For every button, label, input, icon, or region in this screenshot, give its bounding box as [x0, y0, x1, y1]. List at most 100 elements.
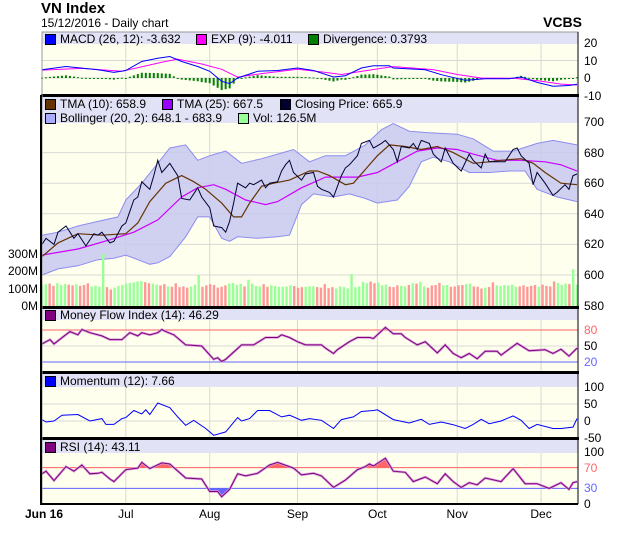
volume-bar [533, 285, 537, 306]
divergence-bar [100, 78, 103, 79]
tma10-line [41, 144, 578, 258]
price-tick-label: 680 [584, 145, 605, 160]
macd-tick-label: 10 [584, 53, 598, 68]
legend-label-bollinger: Bollinger (20, 2): 648.1 - 683.9 [60, 111, 223, 125]
volume-bar [235, 285, 239, 306]
divergence-bar [572, 78, 575, 79]
volume-bar [357, 286, 361, 306]
divergence-bar [112, 78, 115, 80]
legend-volume: Vol: 126.5M [238, 111, 316, 125]
volume-bar [143, 282, 147, 306]
divergence-bar [372, 74, 375, 78]
divergence-bar [560, 78, 563, 80]
divergence-bar [68, 75, 71, 78]
divergence-bar [184, 78, 187, 81]
divergence-bar [420, 78, 423, 79]
volume-bar [151, 283, 155, 306]
divergence-bar [316, 78, 319, 79]
volume-bar [434, 285, 437, 306]
rsi-tick-label: 70 [584, 460, 598, 475]
price-tick-label: 580 [584, 298, 605, 313]
divergence-bar [280, 76, 283, 78]
volume-bar [541, 284, 544, 306]
volume-bar [346, 288, 349, 306]
volume-bar [549, 286, 552, 306]
divergence-bar [436, 78, 439, 82]
bollinger-lower [41, 156, 578, 276]
divergence-bar [456, 78, 459, 82]
macd-line [41, 55, 578, 87]
divergence-bar [536, 78, 539, 80]
x-axis-month-label: Aug [198, 507, 221, 521]
legend-bollinger: Bollinger (20, 2): 648.1 - 683.9 [45, 111, 222, 125]
divergence-bar [248, 76, 251, 78]
volume-bar [491, 282, 495, 306]
divergence-bar [544, 78, 547, 81]
divergence-bar [568, 78, 571, 79]
divergence-bar [416, 78, 419, 79]
volume-bar [556, 282, 560, 306]
divergence-bar [140, 72, 143, 78]
volume-bar [128, 282, 132, 306]
exp-swatch [196, 33, 207, 45]
legend-label-volume: Vol: 126.5M [253, 111, 317, 125]
divergence-bar [144, 72, 147, 78]
volume-bar [560, 285, 563, 306]
volume-bar [503, 285, 506, 306]
volume-bar [575, 284, 579, 306]
volume-bar [231, 282, 235, 306]
divergence-bar [532, 78, 535, 79]
volume-swatch [238, 112, 249, 124]
panel-header-bg [42, 96, 578, 123]
tma25-line [41, 147, 578, 256]
panel-header-bg [42, 374, 578, 387]
volume-bar [254, 285, 258, 306]
volume-bar [354, 287, 357, 306]
divergence-bar [444, 78, 447, 82]
divergence-bar [432, 78, 435, 81]
divergence-bar [204, 78, 207, 83]
legend-exp: EXP (9): -4.011 [196, 32, 293, 46]
volume-bar [564, 283, 567, 306]
divergence-bar [116, 78, 119, 79]
volume-bar [518, 286, 521, 306]
divergence-bar [256, 75, 259, 78]
volume-bar [319, 287, 323, 306]
volume-bar [426, 287, 430, 306]
volume-bar [396, 285, 399, 306]
volume-bar [529, 285, 533, 306]
volume-bar [296, 287, 300, 306]
legend-mfi: Money Flow Index (14): 46.29 [45, 308, 219, 322]
volume-bar [361, 281, 365, 306]
volume-bar [415, 283, 418, 306]
legend-label-rsi: RSI (14): 43.11 [60, 440, 141, 454]
volume-bar [323, 284, 326, 306]
volume-bar [377, 282, 380, 306]
volume-bar [365, 283, 369, 306]
divergence-bar [72, 76, 75, 78]
volume-bar [48, 283, 51, 306]
volume-bar [86, 283, 90, 306]
divergence-bar [396, 78, 399, 80]
divergence-bar [208, 78, 211, 84]
volume-bar [117, 285, 120, 306]
divergence-bar [412, 78, 415, 80]
divergence-bar [540, 78, 543, 81]
divergence-bar [244, 77, 247, 79]
divergence-bar [368, 74, 371, 78]
volume-bar [419, 281, 422, 306]
legend-macd: MACD (26, 12): -3.632 [45, 32, 181, 46]
volume-bar [75, 284, 78, 306]
legend-label-exp: EXP (9): -4.011 [211, 32, 293, 46]
volume-bar [315, 287, 319, 306]
volume-bar [262, 284, 265, 306]
legend-tma10: TMA (10): 658.9 [45, 97, 146, 111]
divergence-bar [240, 78, 243, 79]
panel-plot-bg [42, 453, 578, 503]
volume-bar [526, 286, 529, 306]
volume-bar [166, 286, 170, 306]
divergence-bar [136, 74, 139, 78]
volume-bar [308, 286, 311, 306]
volume-bar [438, 282, 441, 306]
panel-separator [41, 371, 579, 374]
